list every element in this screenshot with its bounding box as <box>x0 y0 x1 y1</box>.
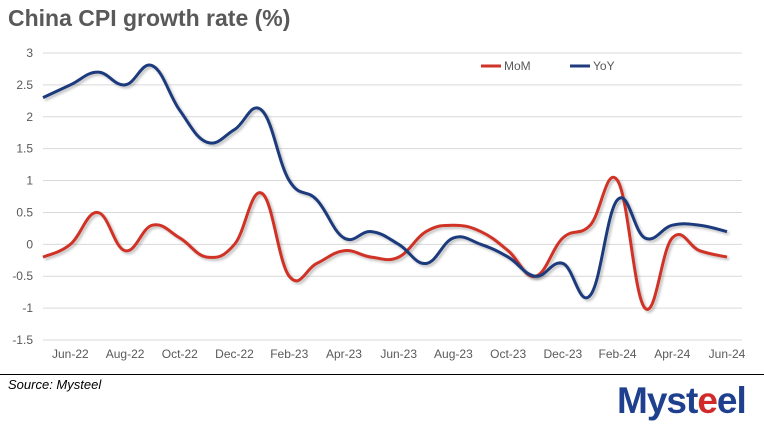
series-line-mom <box>42 175 728 311</box>
y-tick-label: 2.5 <box>16 78 33 92</box>
x-tick-label: Dec-23 <box>543 347 582 361</box>
x-tick-label: Dec-22 <box>215 347 254 361</box>
x-tick-label: Oct-22 <box>162 347 198 361</box>
x-tick-label: Feb-24 <box>599 347 637 361</box>
legend-label-yoy: YoY <box>593 59 615 73</box>
x-tick-label: Feb-23 <box>270 347 308 361</box>
x-tick-label: Apr-24 <box>654 347 690 361</box>
source-note: Source: Mysteel <box>8 377 102 392</box>
x-tick-label: Apr-23 <box>326 347 362 361</box>
legend-label-mom: MoM <box>504 59 531 73</box>
y-tick-label: 0.5 <box>16 205 33 219</box>
y-tick-label: -1 <box>22 301 33 315</box>
y-tick-label: 0 <box>26 237 33 251</box>
y-tick-label: -1.5 <box>12 333 33 347</box>
x-tick-label: Aug-23 <box>434 347 473 361</box>
footer-divider <box>0 374 764 375</box>
series-line-yoy <box>42 63 728 300</box>
chart-title: China CPI growth rate (%) <box>8 5 291 31</box>
y-tick-label: 2 <box>26 110 33 124</box>
y-tick-label: 1.5 <box>16 142 33 156</box>
x-tick-label: Jun-23 <box>380 347 417 361</box>
line-chart: 3 2.5 2 1.5 1 0.5 0 -0.5 -1 -1.5 Jun-22 Aug-22 Oct-… <box>12 46 746 361</box>
x-tick-label: Aug-22 <box>106 347 145 361</box>
y-tick-label: -0.5 <box>12 269 33 283</box>
mysteel-logo: Mysteel <box>617 380 747 421</box>
x-tick-label: Jun-24 <box>709 347 746 361</box>
x-tick-label: Oct-23 <box>490 347 526 361</box>
x-tick-label: Jun-22 <box>52 347 89 361</box>
y-tick-label: 1 <box>26 174 33 188</box>
y-tick-label: 3 <box>26 46 33 60</box>
